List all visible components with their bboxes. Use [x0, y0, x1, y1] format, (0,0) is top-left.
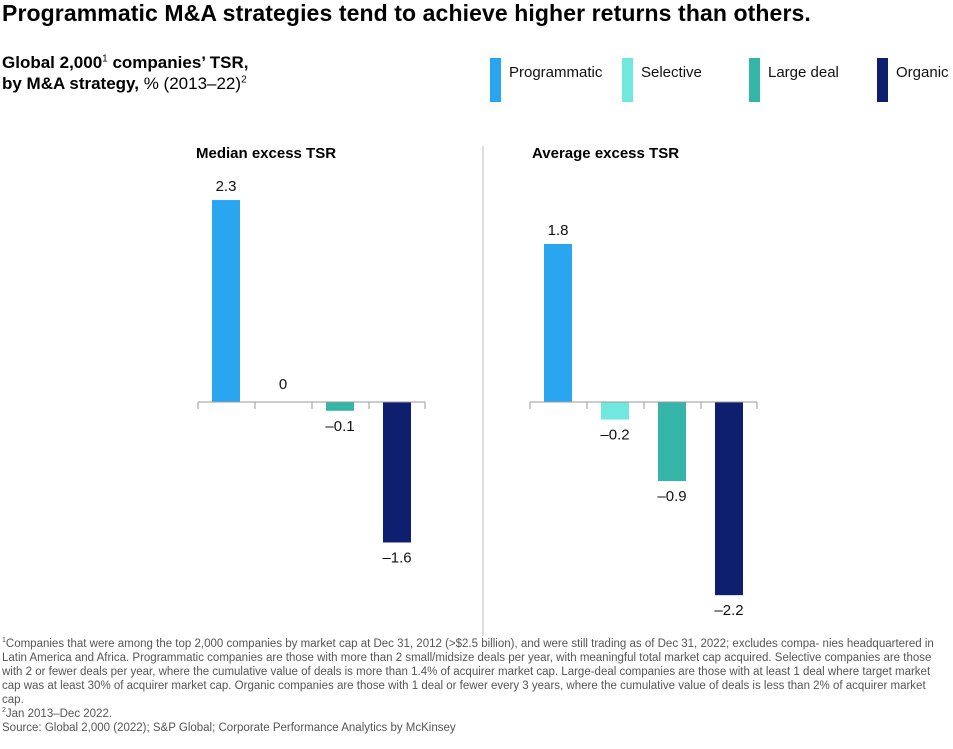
legend-swatch-programmatic — [490, 58, 501, 102]
subtitle-line1: Global 2,000 — [2, 53, 103, 72]
average-label-selective: –0.2 — [600, 427, 629, 444]
legend-label-programmatic: Programmatic — [509, 64, 603, 81]
footnote-1-text: Companies that were among the top 2,000 … — [2, 638, 934, 706]
median-label-large-deal: –0.1 — [325, 418, 354, 435]
subtitle-line2-rest: % (2013–22) — [138, 74, 242, 93]
average-label-programmatic: 1.8 — [548, 222, 569, 239]
subtitle-footnote-1: 1 — [102, 53, 108, 65]
footnote-1-mark: 1 — [2, 637, 6, 645]
median-label-programmatic: 2.3 — [216, 178, 237, 195]
legend-label-large-deal: Large deal — [768, 64, 839, 81]
median-label-selective: 0 — [279, 376, 287, 393]
source-note: Source: Global 2,000 (2022); S&P Global;… — [2, 722, 456, 734]
footnote-1: 1Companies that were among the top 2,000… — [2, 637, 947, 707]
footnotes: 1Companies that were among the top 2,000… — [2, 637, 947, 735]
average-label-large-deal: –0.9 — [657, 488, 686, 505]
headline: Programmatic M&A strategies tend to achi… — [2, 0, 811, 26]
median-bar-organic — [383, 402, 411, 543]
average-label-organic: –2.2 — [714, 602, 743, 619]
footnote-2-text: Jan 2013–Dec 2022. — [5, 708, 113, 720]
footnote-2: 2Jan 2013–Dec 2022. — [2, 707, 947, 721]
average-bar-organic — [715, 402, 743, 596]
median-label-organic: –1.6 — [382, 549, 411, 566]
average-bar-programmatic — [544, 243, 572, 402]
average-bar-large-deal — [658, 402, 686, 482]
chart-title-median: Median excess TSR — [196, 145, 337, 162]
subtitle-line2: by M&A strategy, — [2, 74, 139, 93]
legend-swatch-organic — [877, 58, 888, 102]
subtitle-footnote-2: 2 — [241, 74, 247, 86]
subtitle-line1-rest: companies’ TSR, — [107, 53, 249, 72]
chart-subtitle: Global 2,0001 companies’ TSR, by M&A str… — [2, 52, 249, 94]
legend-label-selective: Selective — [641, 64, 702, 81]
median-bar-large-deal — [326, 402, 354, 411]
footnote-2-mark: 2 — [2, 707, 6, 715]
median-bar-programmatic — [212, 200, 240, 402]
legend-swatch-large-deal — [749, 58, 760, 102]
chart-title-average: Average excess TSR — [532, 145, 680, 162]
legend-label-organic: Organic — [896, 64, 949, 81]
legend-swatch-selective — [622, 58, 633, 102]
average-bar-selective — [601, 402, 629, 420]
